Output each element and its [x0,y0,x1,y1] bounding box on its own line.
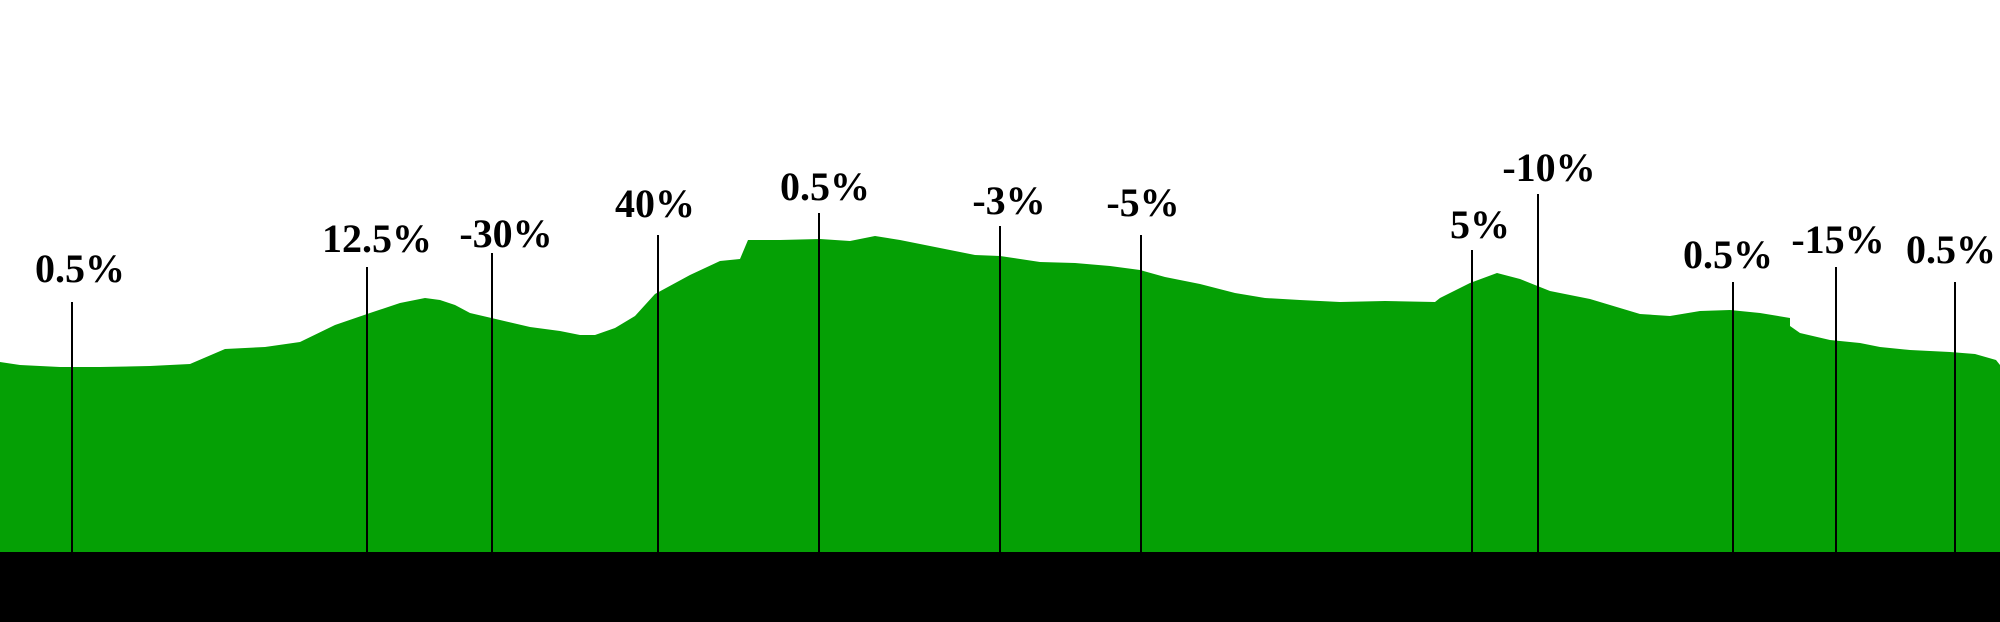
grade-marker: -3% [972,178,1046,552]
grade-marker: 0.5% [1906,227,1996,552]
ground-base-band [0,552,2000,622]
grade-marker: 0.5% [780,164,870,552]
grade-marker-label: 0.5% [1906,227,1996,272]
grade-marker-label: 40% [615,181,695,226]
grade-marker: -5% [1106,180,1180,552]
grade-marker: -30% [459,211,553,552]
grade-marker-label: 12.5% [322,216,432,261]
grade-marker: 5% [1450,202,1510,552]
grade-marker-label: -10% [1502,145,1595,190]
grade-marker: 40% [615,181,695,552]
grade-marker-label: 5% [1450,202,1510,247]
grade-marker-label: -5% [1106,180,1179,225]
grade-marker: 0.5% [35,246,125,552]
grade-marker-label: 0.5% [35,246,125,291]
grade-marker: -10% [1502,145,1596,552]
grade-marker-label: 0.5% [1683,232,1773,277]
grade-marker: 12.5% [322,216,432,552]
grade-marker: -15% [1791,217,1885,552]
grade-marker-label: 0.5% [780,164,870,209]
grade-marker-label: -30% [459,211,552,256]
grade-marker-label: -3% [972,178,1045,223]
grade-marker: 0.5% [1683,232,1773,552]
grade-markers: 0.5% 12.5% -30% 40% 0.5% -3% -5% 5% -10% 0.5% -15%… [35,145,1996,552]
grade-marker-label: -15% [1791,217,1884,262]
